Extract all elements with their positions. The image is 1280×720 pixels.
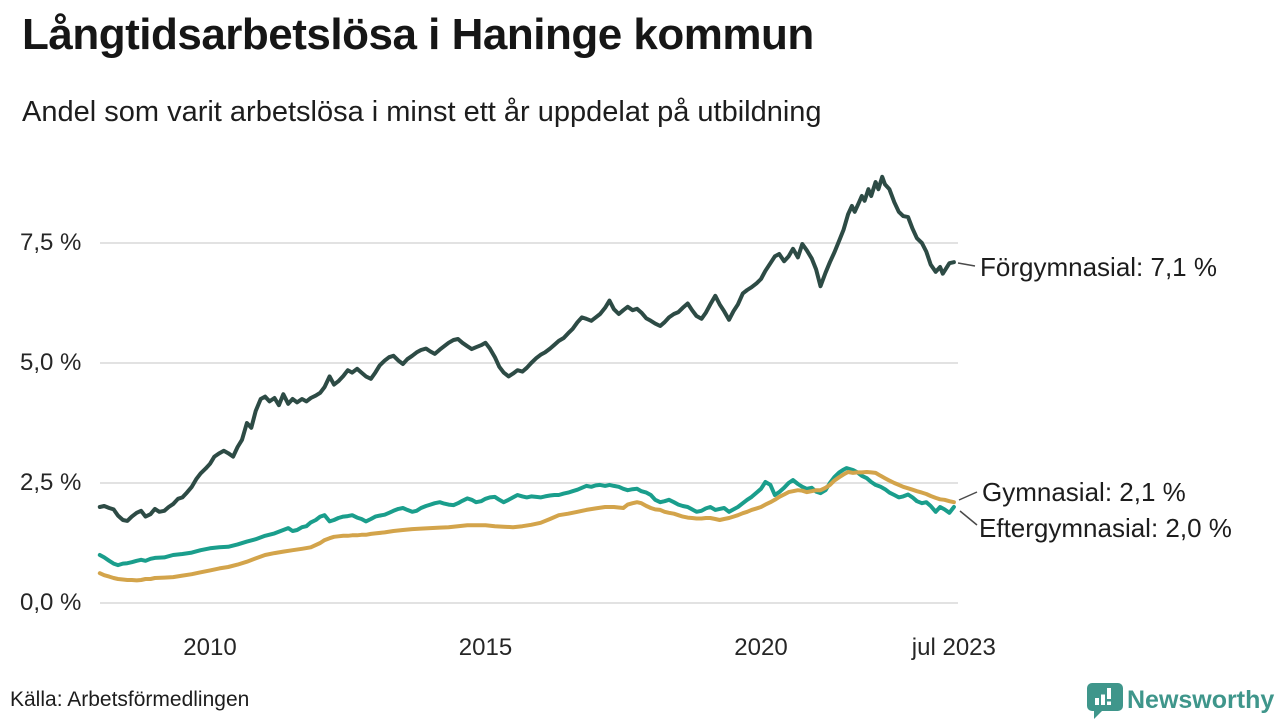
y-tick-label: 2,5 % [20,469,82,496]
y-tick-label: 5,0 % [20,349,82,376]
label-connector-line [958,491,978,501]
x-tick-label: 2020 [734,634,788,661]
chart-subtitle: Andel som varit arbetslösa i minst ett å… [22,96,822,128]
y-tick-label: 7,5 % [20,229,82,256]
series-line-förgymnasial [97,174,956,523]
label-connector-line [959,510,978,526]
label-connector-line [957,262,976,267]
newsworthy-logo-icon [1087,683,1123,719]
y-tick-label: 0,0 % [20,589,82,616]
series-end-label-gymnasial: Gymnasial: 2,1 % [982,477,1186,507]
source-credit: Källa: Arbetsförmedlingen [10,688,250,711]
series-end-label-forgymnasial: Förgymnasial: 7,1 % [980,252,1217,282]
x-tick-label: 2015 [458,634,513,661]
page-title: Långtidsarbetslösa i Haninge kommun [22,10,814,59]
series-line-gymnasial [97,470,956,583]
x-tick-label: jul 2023 [911,634,996,661]
newsworthy-logo-text: Newsworthy [1127,686,1275,714]
x-tick-label: 2010 [183,634,237,661]
series-end-label-eftergymnasial: Eftergymnasial: 2,0 % [979,513,1232,543]
series-line-eftergymnasial [97,466,956,568]
